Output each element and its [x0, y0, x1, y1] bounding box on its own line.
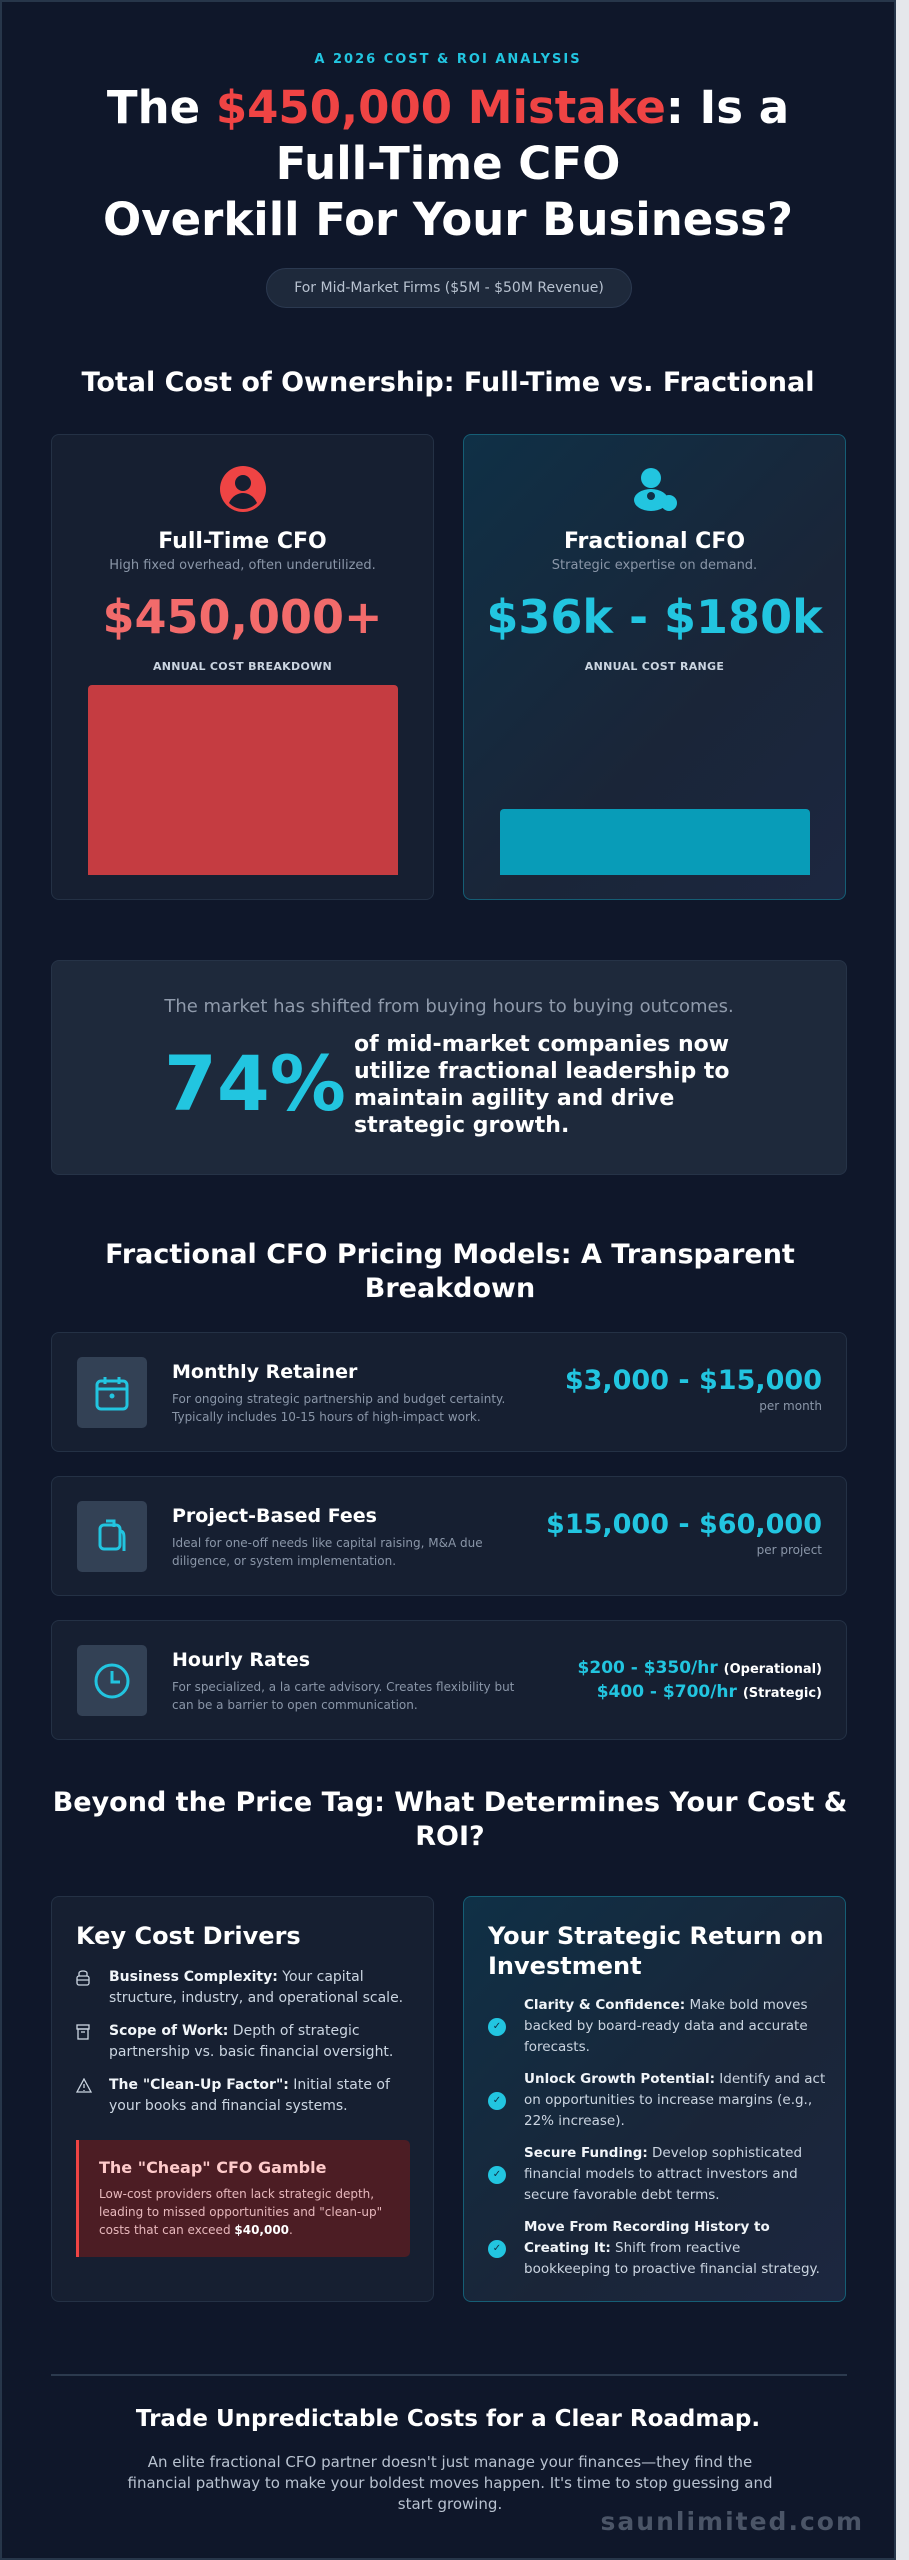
cost-drivers-card: Key Cost Drivers Business Complexity: Yo… — [51, 1896, 434, 2302]
archive-icon — [76, 2024, 90, 2040]
model-unit: per project — [756, 1543, 822, 1557]
model-price: $3,000 - $15,000 — [564, 1365, 822, 1396]
check-icon: ✓ — [488, 2091, 506, 2110]
model-price: $15,000 - $60,000 — [546, 1509, 822, 1540]
clock-icon — [77, 1645, 147, 1716]
footer-title: Trade Unpredictable Costs for a Clear Ro… — [135, 2406, 761, 2432]
model-title: Monthly Retainer — [172, 1361, 358, 1383]
model-title: Hourly Rates — [172, 1649, 311, 1671]
rate-price: $200 - $350/hr — [577, 1658, 718, 1678]
watermark: saunlimited.com — [600, 2507, 864, 2536]
card-label: ANNUAL COST BREAKDOWN — [152, 660, 333, 673]
roi-item: ✓ Secure Funding: Develop sophisticated f… — [488, 2143, 828, 2206]
model-title: Project-Based Fees — [172, 1505, 377, 1527]
stat-value: 74% — [164, 1039, 346, 1128]
rate-tier: (Strategic) — [742, 1686, 822, 1701]
divider — [51, 2374, 847, 2376]
pricing-model-card: Hourly Rates For specialized, a la carte… — [51, 1620, 847, 1740]
driver-item: Scope of Work: Depth of strategic partne… — [76, 2021, 406, 2063]
stat-text: of mid-market companies now utilize frac… — [354, 1032, 730, 1138]
drivers-title: Key Cost Drivers — [76, 1922, 301, 1950]
card-title: Full-Time CFO — [158, 529, 327, 554]
driver-item: Business Complexity: Your capital struct… — [76, 1967, 406, 2009]
card-subtitle: High fixed overhead, often underutilized… — [109, 558, 376, 573]
pricing-heading: Fractional CFO Pricing Models: A Transpa… — [105, 1239, 795, 1304]
title-text: : Is a — [665, 81, 790, 134]
model-unit: per month — [759, 1399, 822, 1413]
card-price: $36k - $180k — [486, 590, 823, 644]
footer-text: An elite fractional CFO partner doesn't … — [127, 2453, 773, 2513]
model-desc: Ideal for one-off needs like capital rai… — [172, 1536, 483, 1568]
cheap-cfo-warning: The "Cheap" CFO Gamble Low-cost provider… — [76, 2140, 410, 2257]
user-circle-icon — [52, 465, 433, 515]
driver-item: The "Clean-Up Factor": Initial state of … — [76, 2075, 406, 2117]
roi-item: ✓ Move From Recording History to Creating… — [488, 2217, 828, 2280]
fractional-cost-bar — [500, 808, 810, 875]
check-icon: ✓ — [488, 2239, 506, 2258]
eyebrow: A 2026 COST & ROI ANALYSIS — [314, 52, 582, 67]
title-highlight: $450,000 Mistake — [215, 81, 666, 134]
warning-icon — [76, 2078, 92, 2093]
page-title: The $450,000 Mistake: Is a Full-Time CFO… — [2, 80, 894, 248]
stat-subtitle: The market has shifted from buying hours… — [164, 996, 734, 1017]
clipboard-icon — [77, 1501, 147, 1572]
card-title: Fractional CFO — [563, 529, 746, 554]
warning-text: Low-cost providers often lack strategic … — [99, 2187, 383, 2237]
model-desc: For ongoing strategic partnership and bu… — [172, 1392, 506, 1424]
model-desc: For specialized, a la carte advisory. Cr… — [172, 1680, 515, 1712]
calendar-icon — [77, 1357, 147, 1428]
pricing-model-card: Project-Based Fees Ideal for one-off nee… — [51, 1476, 847, 1596]
roi-title: Your Strategic Return on Investment — [488, 1922, 824, 1980]
users-icon — [464, 465, 845, 515]
rate-price: $400 - $700/hr — [596, 1682, 737, 1702]
hourly-rate: $200 - $350/hr (Operational) — [578, 1658, 822, 1678]
pricing-model-card: Monthly Retainer For ongoing strategic p… — [51, 1332, 847, 1452]
roi-card: Your Strategic Return on Investment ✓ Cla… — [463, 1896, 846, 2302]
rate-tier: (Operational) — [723, 1662, 822, 1677]
roi-item: ✓ Unlock Growth Potential: Identify and a… — [488, 2069, 828, 2132]
tco-heading: Total Cost of Ownership: Full-Time vs. F… — [81, 367, 815, 398]
roi-item: ✓ Clarity & Confidence: Make bold moves b… — [488, 1995, 828, 2058]
card-subtitle: Strategic expertise on demand. — [551, 558, 758, 573]
building-icon — [76, 1970, 90, 1986]
card-price: $450,000+ — [102, 590, 383, 644]
audience-pill: For Mid-Market Firms ($5M - $50M Revenue… — [266, 268, 632, 308]
hourly-rate: $400 - $700/hr (Strategic) — [597, 1682, 822, 1702]
warning-title: The "Cheap" CFO Gamble — [99, 2158, 327, 2177]
beyond-heading: Beyond the Price Tag: What Determines Yo… — [52, 1787, 848, 1852]
check-icon: ✓ — [488, 2017, 506, 2036]
full-time-cost-bar — [88, 685, 398, 875]
full-time-cfo-card: Full-Time CFO High fixed overhead, often… — [51, 434, 434, 900]
market-stat-box: The market has shifted from buying hours… — [51, 960, 847, 1175]
card-label: ANNUAL COST RANGE — [584, 660, 725, 673]
title-text: Full-Time CFO — [275, 137, 621, 190]
fractional-cfo-card: Fractional CFO Strategic expertise on de… — [463, 434, 846, 900]
title-text: The — [106, 81, 216, 134]
check-icon: ✓ — [488, 2165, 506, 2184]
title-text: Overkill For Your Business? — [103, 193, 793, 246]
